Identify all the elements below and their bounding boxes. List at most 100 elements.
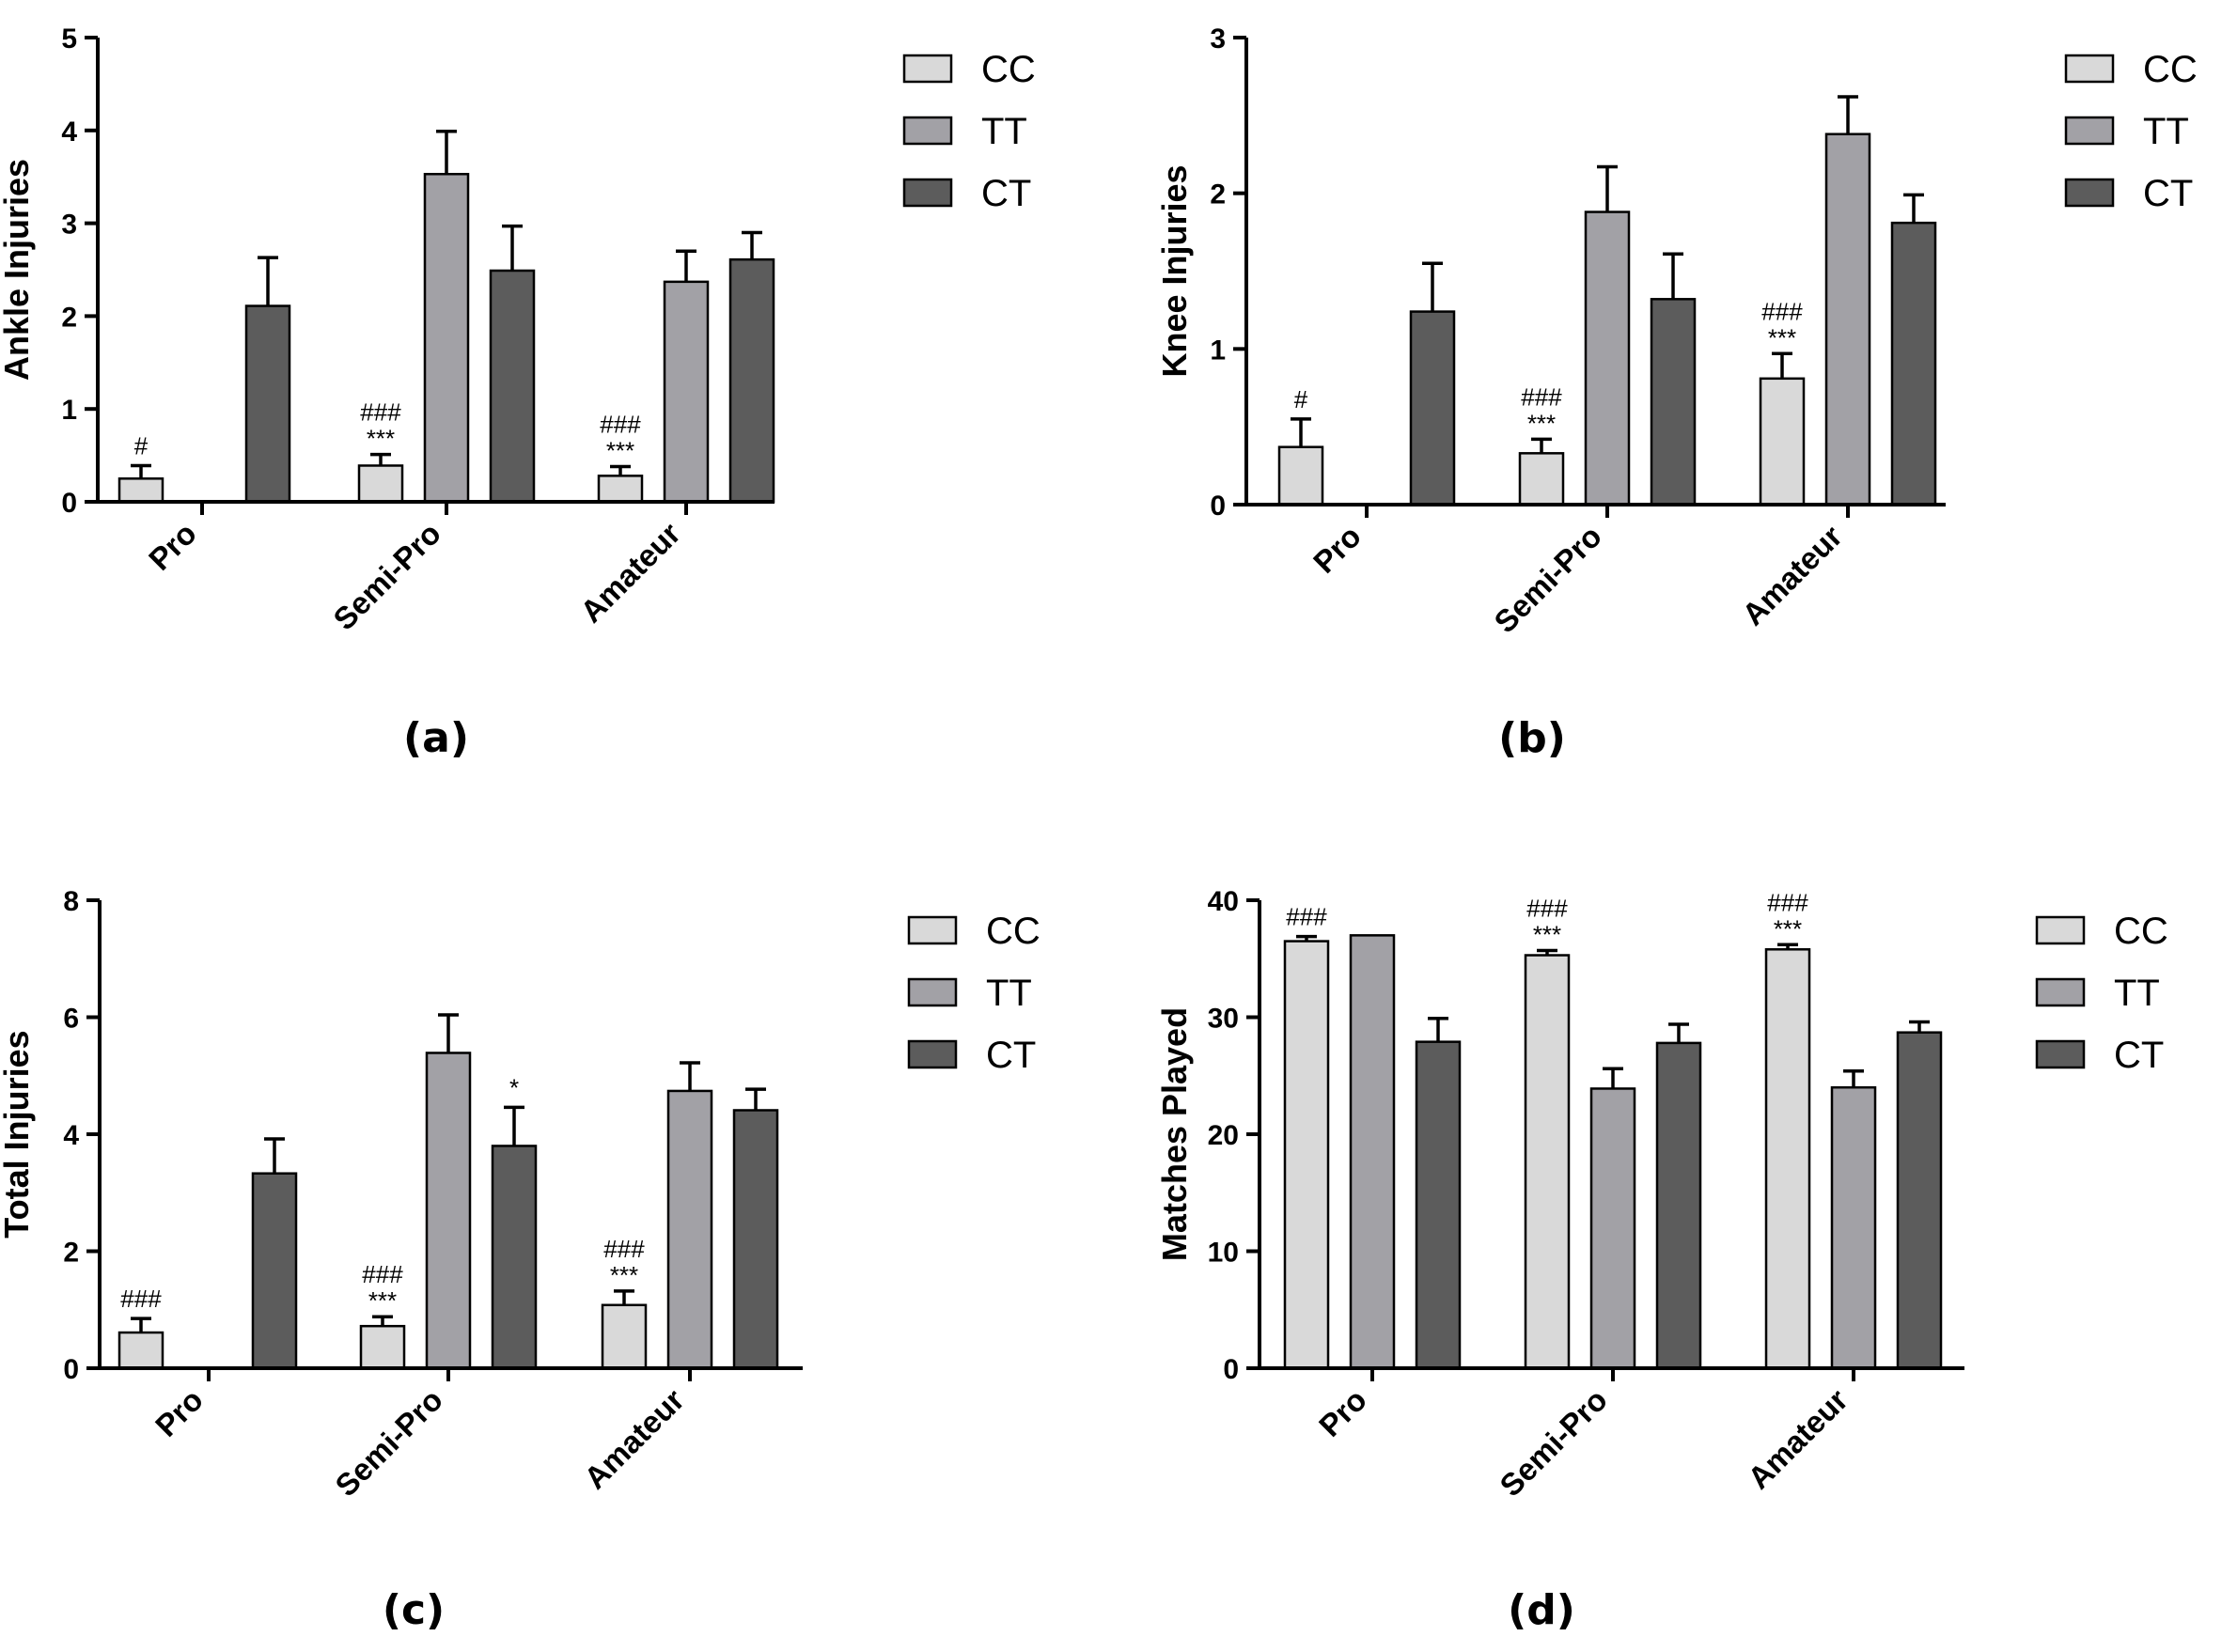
legend-swatch-tt [902,116,953,146]
legend: CC TT CT [907,911,1041,1076]
panel-label: (b) [1498,714,1566,762]
legend-swatch-cc [2035,915,2086,945]
legend-label-ct: CT [2114,1035,2164,1076]
significance-label: # [1294,385,1308,413]
significance-label: *** [1527,409,1556,437]
y-tick-label: 40 [1208,886,1239,917]
significance-label: *** [1768,323,1796,351]
legend-label-tt: TT [2143,111,2189,152]
bar-cc [1277,445,1324,507]
bar-tt [1589,1087,1636,1370]
bar-tt [663,280,710,504]
bar-ct [1896,1031,1943,1370]
bar-ct [1409,310,1456,507]
significance-label: ### [1521,382,1562,411]
y-tick-label: 5 [61,23,77,55]
category-label: Pro [1307,519,1368,580]
category-label: Semi-Pro [1493,1382,1614,1504]
category-label: Pro [1312,1382,1373,1443]
category-label: Amateur [577,1382,691,1496]
category-label: Pro [142,516,203,577]
legend-label-ct: CT [986,1035,1036,1076]
y-tick-label: 4 [63,1120,79,1151]
legend-swatch-tt [2064,116,2115,146]
category-label: Semi-Pro [1487,519,1608,640]
bar-cc [1764,948,1811,1370]
bar-ct [1415,1040,1462,1370]
panel-label: (c) [383,1586,445,1634]
legend-swatch-tt [2035,977,2086,1007]
significance-label: # [134,431,149,460]
bar-cc [1518,452,1565,507]
panel-label: (a) [403,714,469,762]
significance-label: *** [1774,914,1802,943]
bar-tt [423,172,470,504]
bar-cc [1283,940,1330,1370]
legend-swatch-cc [907,915,958,945]
legend: CC TT CT [2064,49,2198,214]
legend-swatch-cc [902,54,953,84]
category-label: Pro [149,1382,210,1443]
significance-label: * [509,1073,519,1101]
y-tick-label: 2 [63,1238,79,1269]
significance-label: ### [1767,888,1808,916]
y-axis-title: Knee Injuries [1155,164,1194,377]
significance-label: ### [1286,903,1327,931]
y-axis-title: Total Injuries [0,1030,36,1238]
y-axis-title: Ankle Injuries [0,159,36,381]
significance-label: ### [603,1235,645,1263]
y-tick-label: 20 [1208,1120,1239,1151]
category-label: Amateur [573,516,687,630]
legend-label-tt: TT [981,111,1027,152]
significance-label: *** [1533,921,1561,949]
legend: CC TT CT [902,49,1036,214]
bar-cc [597,475,644,504]
bar-cc [117,1331,164,1370]
significance-label: *** [368,1286,397,1315]
significance-label: ### [362,1260,403,1288]
category-label: Semi-Pro [326,516,447,637]
category-label: Amateur [1741,1382,1854,1496]
significance-label: *** [367,425,395,453]
legend-swatch-ct [2035,1039,2086,1069]
y-tick-label: 10 [1208,1238,1239,1269]
legend-label-cc: CC [981,49,1036,90]
bar-ct [1650,298,1697,507]
bar-cc [1759,377,1806,507]
significance-label: ### [1761,297,1803,325]
y-tick-label: 1 [61,395,77,426]
legend-label-cc: CC [2114,911,2168,952]
significance-label: *** [606,436,634,464]
significance-label: *** [610,1261,638,1289]
y-tick-label: 2 [1210,179,1226,210]
bar-ct [1655,1041,1702,1370]
bar-tt [1830,1085,1877,1370]
y-tick-label: 1 [1210,335,1226,366]
y-tick-label: 2 [61,302,77,333]
significance-label: ### [600,410,641,438]
y-axis-title: Matches Played [1155,1007,1194,1261]
bar-ct [728,257,775,504]
y-tick-label: 0 [1223,1354,1239,1385]
y-tick-label: 30 [1208,1004,1239,1035]
bar-cc [601,1303,648,1370]
y-tick-label: 3 [1210,23,1226,55]
bar-tt [425,1052,472,1370]
significance-label: ### [1526,895,1568,923]
category-label: Semi-Pro [328,1382,449,1504]
y-tick-label: 0 [1210,491,1226,522]
y-tick-label: 4 [61,117,77,148]
y-tick-label: 0 [61,488,77,519]
significance-label: ### [120,1285,162,1313]
legend-swatch-ct [902,178,953,208]
legend-label-tt: TT [986,973,1032,1014]
y-tick-label: 8 [63,886,79,917]
y-tick-label: 3 [61,210,77,241]
legend-label-cc: CC [986,911,1041,952]
bar-cc [357,464,404,504]
